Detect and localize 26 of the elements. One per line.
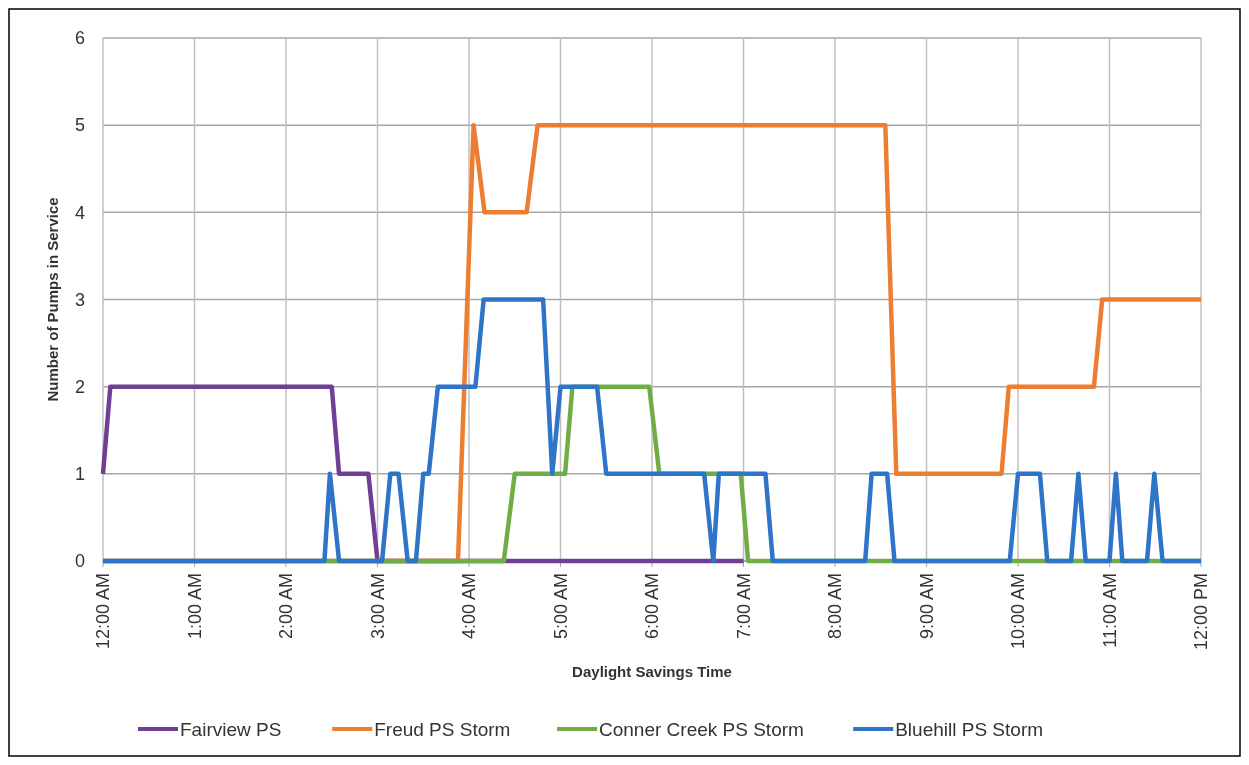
x-tick-label: 6:00 AM xyxy=(642,573,663,640)
y-tick-label: 1 xyxy=(74,464,85,485)
x-tick-label: 12:00 AM xyxy=(93,573,114,650)
y-axis-title: Number of Pumps in Service xyxy=(44,197,61,402)
y-tick-label: 6 xyxy=(74,28,85,49)
y-tick-label: 5 xyxy=(74,115,85,136)
x-tick-label: 5:00 AM xyxy=(550,573,571,640)
legend-label: Bluehill PS Storm xyxy=(895,719,1044,740)
x-tick-label: 9:00 AM xyxy=(916,573,937,640)
x-tick-label: 12:00 PM xyxy=(1191,573,1212,651)
x-tick-label: 11:00 AM xyxy=(1099,573,1120,648)
y-tick-label: 2 xyxy=(74,376,85,397)
x-tick-label: 4:00 AM xyxy=(459,573,480,640)
x-tick-label: 2:00 AM xyxy=(276,573,297,640)
y-tick-label: 3 xyxy=(74,289,85,310)
x-tick-label: 3:00 AM xyxy=(367,573,388,640)
y-tick-label: 4 xyxy=(74,202,85,223)
legend-label: Fairview PS xyxy=(180,719,282,740)
x-tick-label: 7:00 AM xyxy=(733,573,754,640)
legend-label: Conner Creek PS Storm xyxy=(599,719,804,740)
x-tick-label: 8:00 AM xyxy=(825,573,846,640)
x-tick-label: 10:00 AM xyxy=(1008,573,1029,650)
y-tick-label: 0 xyxy=(74,551,85,572)
x-axis-title: Daylight Savings Time xyxy=(572,663,732,680)
x-tick-label: 1:00 AM xyxy=(184,573,205,640)
legend-label: Freud PS Storm xyxy=(374,719,511,740)
